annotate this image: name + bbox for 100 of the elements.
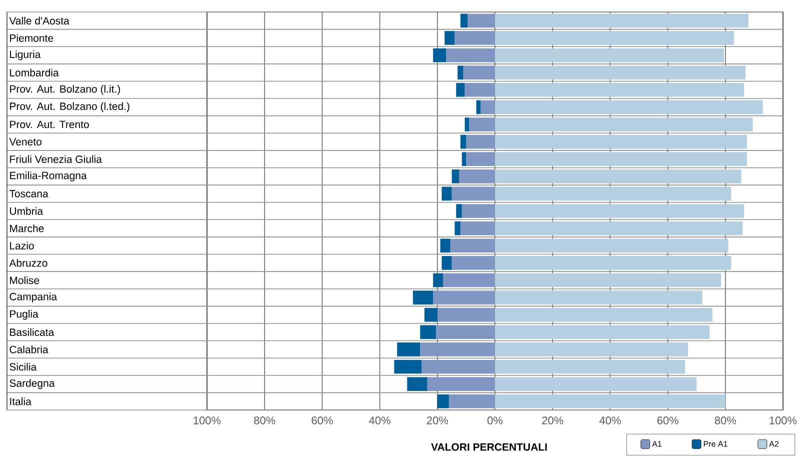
- bar: [454, 221, 460, 236]
- y-tick-label: Friuli Venezia Giulia: [10, 155, 102, 163]
- bar: [495, 204, 744, 218]
- bar: [427, 377, 495, 391]
- bar: [443, 273, 495, 288]
- legend-label: Pre A1: [704, 441, 728, 447]
- bar: [436, 325, 495, 340]
- y-tick-label: Puglia: [10, 310, 38, 320]
- bar: [476, 100, 481, 114]
- bar: [446, 48, 495, 62]
- bar: [448, 394, 495, 408]
- bar: [452, 256, 495, 270]
- x-tick-label: 0%: [487, 416, 503, 424]
- bar: [460, 14, 468, 28]
- bar: [450, 238, 495, 253]
- y-tick-label: Molise: [10, 276, 40, 284]
- y-tick-label: Campania: [10, 292, 58, 302]
- x-tick-label: 20%: [542, 416, 564, 424]
- bar: [442, 256, 452, 270]
- bar: [495, 169, 742, 184]
- x-tick-label: 80%: [714, 416, 736, 424]
- bar: [495, 221, 743, 236]
- y-tick-label: Valle d'Aosta: [9, 16, 70, 25]
- bar: [444, 31, 455, 45]
- y-tick-label: Prov. Aut. Bolzano (l.ted.): [10, 102, 130, 112]
- bar: [433, 290, 495, 304]
- x-tick-label: 80%: [254, 416, 276, 424]
- bar: [464, 82, 495, 97]
- y-tick-label: Prov. Aut. Trento: [10, 120, 89, 128]
- bar: [469, 118, 495, 132]
- y-tick-label: Veneto: [9, 138, 42, 146]
- bar: [456, 82, 465, 97]
- bar: [452, 186, 495, 201]
- x-tick-label: 40%: [599, 416, 621, 424]
- bar: [459, 169, 495, 184]
- bar: [460, 134, 466, 149]
- y-tick-label: Umbria: [10, 207, 44, 215]
- bar: [495, 290, 702, 304]
- legend-label: A1: [652, 441, 662, 447]
- bar: [464, 118, 470, 132]
- y-tick-label: Basilicata: [10, 328, 54, 336]
- y-tick-label: Marche: [10, 224, 44, 232]
- x-tick-label: 100%: [194, 416, 221, 424]
- y-tick-label: Sardegna: [10, 379, 55, 389]
- bar: [480, 100, 495, 114]
- bar: [433, 273, 444, 288]
- bar: [433, 48, 446, 62]
- bar: [407, 377, 428, 391]
- x-tick-label: 60%: [312, 416, 333, 424]
- y-tick-label: Prov. Aut. Bolzano (l.it.): [10, 84, 120, 95]
- x-tick-label: 40%: [369, 416, 390, 424]
- bar: [442, 186, 452, 201]
- y-tick-label: Piemonte: [10, 34, 54, 42]
- bar: [460, 221, 495, 236]
- bar: [495, 66, 746, 80]
- bar: [495, 342, 688, 356]
- bar: [495, 360, 686, 374]
- bar: [412, 290, 434, 304]
- bar: [495, 325, 710, 340]
- bar: [495, 134, 748, 149]
- y-tick-label: Italia: [10, 398, 32, 406]
- bar: [495, 118, 753, 132]
- y-tick-label: Lombardia: [10, 68, 59, 76]
- bar: [462, 204, 495, 218]
- bar: [454, 31, 495, 45]
- x-tick-label: 60%: [657, 416, 678, 424]
- bar: [495, 256, 732, 270]
- x-axis-title: VALORI PERCENTUALI: [431, 443, 547, 451]
- bar: [466, 134, 495, 149]
- bar: [495, 394, 726, 408]
- bar: [495, 82, 744, 97]
- bar: [495, 152, 748, 166]
- y-tick-label: Toscana: [9, 190, 48, 198]
- x-tick-label: 100%: [770, 416, 797, 424]
- bar: [437, 308, 495, 322]
- y-tick-label: Liguria: [10, 50, 41, 60]
- bar: [468, 14, 495, 28]
- bar: [420, 342, 495, 356]
- bar: [420, 325, 436, 340]
- bar: [495, 100, 763, 114]
- y-tick-label: Emilia-Romagna: [10, 172, 87, 182]
- bar: [466, 152, 495, 166]
- bar: [495, 48, 724, 62]
- legend-label: A2: [769, 441, 778, 447]
- bar: [452, 169, 459, 184]
- bar: [456, 204, 462, 218]
- bar: [495, 31, 734, 45]
- bar: [495, 273, 722, 288]
- bar: [462, 152, 466, 166]
- bar: [440, 238, 450, 253]
- bar: [397, 342, 420, 356]
- bar: [495, 14, 748, 28]
- bar: [437, 394, 449, 408]
- bar: [495, 308, 712, 322]
- bar: [424, 308, 438, 322]
- bar: [495, 238, 728, 253]
- x-tick-label: 20%: [426, 416, 448, 424]
- bar: [458, 66, 464, 80]
- y-tick-label: Lazio: [10, 242, 34, 250]
- bar: [495, 377, 697, 391]
